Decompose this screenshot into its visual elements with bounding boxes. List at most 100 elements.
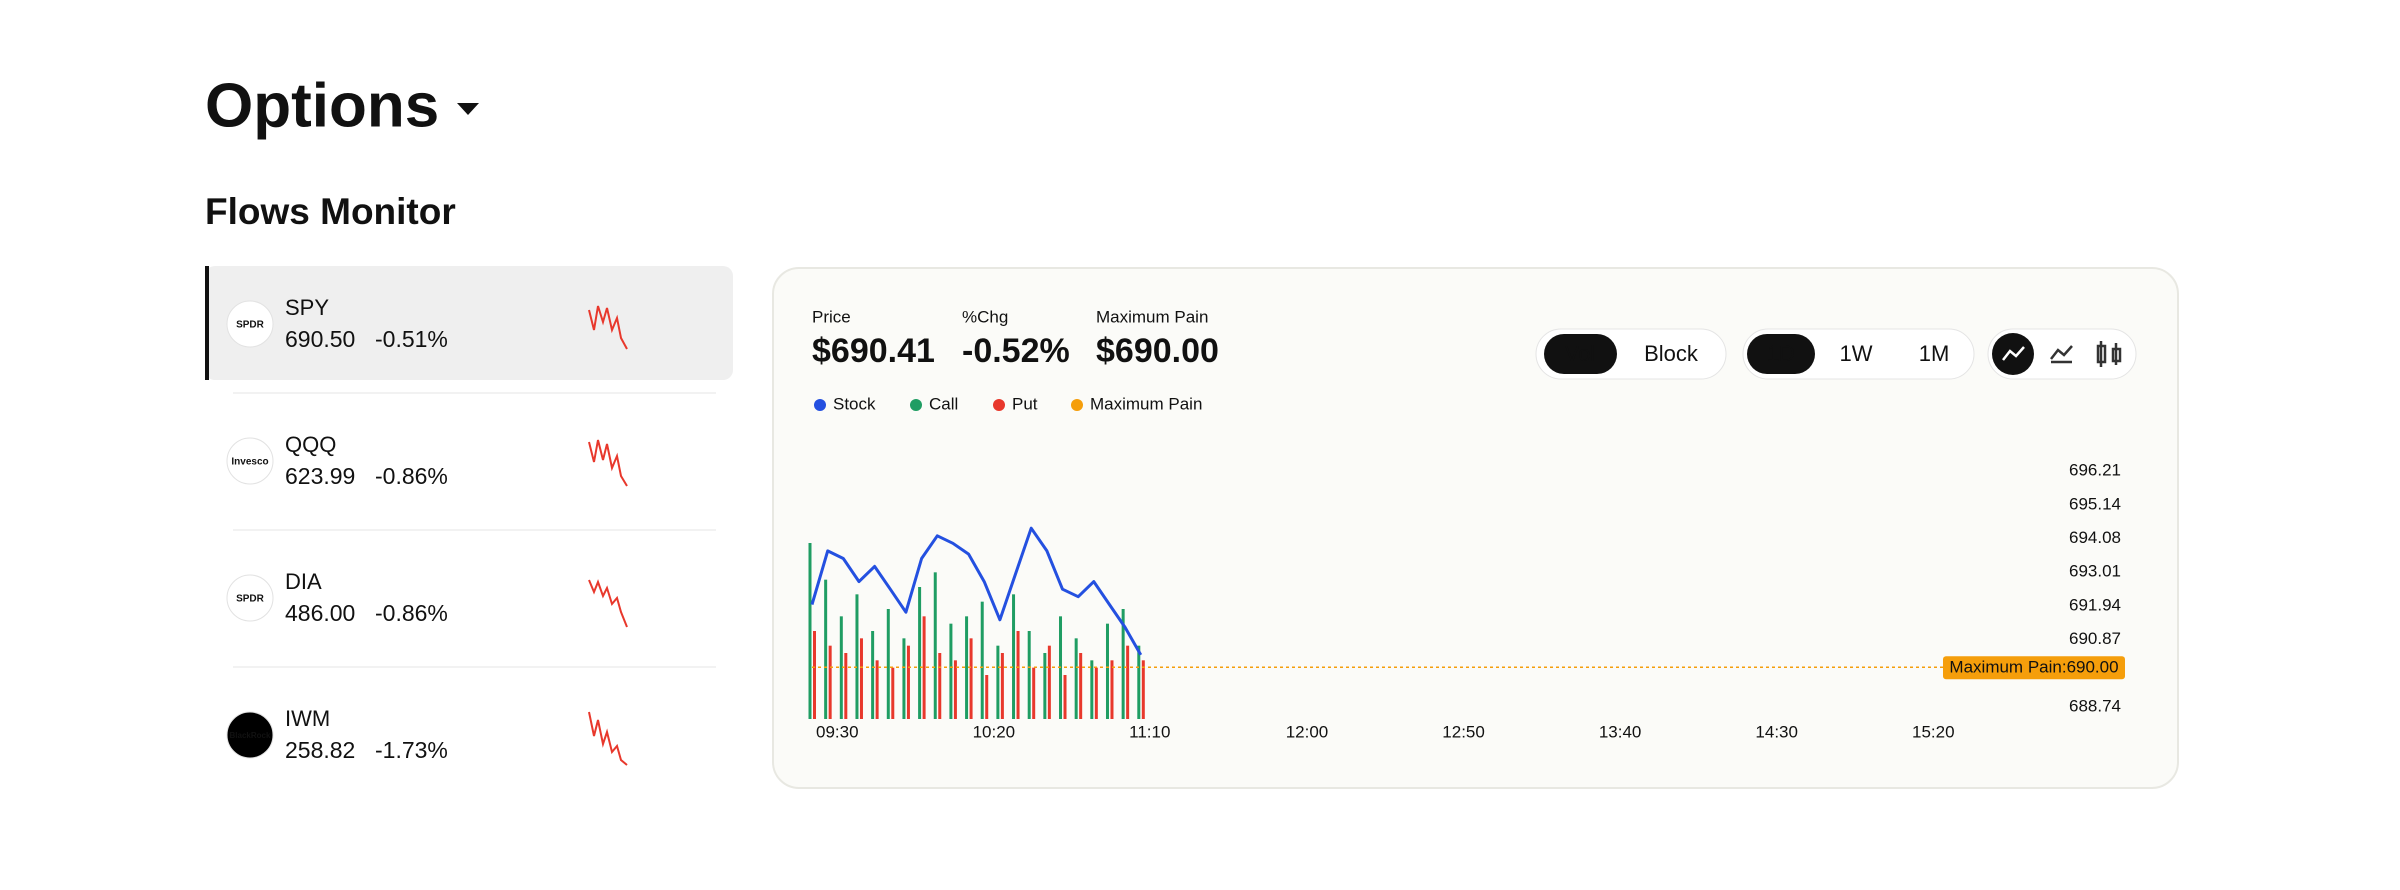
call-bar [933, 572, 937, 719]
ticker-logo-text: SPDR [236, 320, 265, 331]
put-bar [859, 638, 863, 719]
call-bar [839, 616, 843, 719]
call-bar [1137, 645, 1141, 719]
call-bar [871, 631, 875, 719]
page-title: Options [205, 71, 439, 140]
stock-line [810, 526, 1143, 656]
ticker-logo-text: BlackRock [230, 731, 271, 740]
put-bar [985, 675, 989, 719]
summary-value: $690.00 [1096, 332, 1219, 370]
legend-label[interactable]: Call [929, 394, 958, 413]
ticker-price: 690.50 [285, 326, 355, 352]
summary-label: Price [812, 307, 851, 326]
call-bar [1090, 660, 1094, 719]
call-bar [965, 616, 969, 719]
ticker-change: -0.86% [375, 600, 448, 626]
put-bar [891, 667, 895, 719]
call-bar [1043, 653, 1047, 719]
range-button[interactable]: 1D [1767, 341, 1795, 366]
x-tick-label: 10:20 [973, 722, 1016, 741]
ticker-logo [226, 574, 274, 622]
ticker-sparkline [588, 305, 628, 350]
legend-label[interactable]: Stock [833, 394, 876, 413]
put-bar [1032, 667, 1036, 719]
y-tick-label: 695.14 [2069, 494, 2121, 513]
legend-marker [993, 399, 1005, 411]
section-title: Flows Monitor [205, 191, 456, 232]
x-tick-label: 12:50 [1442, 722, 1485, 741]
x-tick-label: 15:20 [1912, 722, 1955, 741]
max-pain-label: Maximum Pain:690.00 [1949, 658, 2118, 677]
put-bar [1047, 645, 1051, 719]
put-bar [1000, 653, 1004, 719]
ticker-logo [226, 437, 274, 485]
ticker-symbol: QQQ [285, 432, 336, 457]
put-bar [1063, 675, 1067, 719]
call-bar [996, 645, 1000, 719]
put-bar [1126, 645, 1130, 719]
ticker-sparkline [588, 439, 628, 487]
line-icon [2002, 346, 2025, 361]
ticker-price: 623.99 [285, 463, 355, 489]
ticker-change: -0.51% [375, 326, 448, 352]
put-bar [813, 631, 816, 719]
candle-icon[interactable] [2096, 341, 2122, 367]
put-bar [922, 616, 926, 719]
ticker-symbol: SPY [285, 295, 329, 320]
ticker-active-bg [205, 266, 733, 380]
mode-button[interactable]: Vol [1565, 341, 1596, 366]
ticker-row[interactable] [205, 403, 733, 517]
put-bar [875, 660, 879, 719]
put-bar [953, 660, 957, 719]
summary-value: -0.52% [962, 332, 1070, 370]
call-bar [1105, 623, 1109, 719]
legend-label[interactable]: Maximum Pain [1090, 394, 1202, 413]
ticker-row[interactable] [205, 677, 733, 791]
legend-label[interactable]: Put [1012, 394, 1038, 413]
put-bar [969, 638, 973, 719]
x-tick-label: 13:40 [1599, 722, 1642, 741]
call-bar [886, 609, 890, 719]
y-tick-label: 691.94 [2069, 595, 2121, 614]
put-bar [1110, 660, 1114, 719]
ticker-symbol: IWM [285, 706, 330, 731]
ticker-logo-text: SPDR [236, 594, 265, 605]
call-bar [918, 587, 922, 719]
range-button[interactable]: 1M [1919, 341, 1950, 366]
ticker-logo [226, 711, 274, 759]
call-bar [824, 579, 828, 719]
call-bar [980, 601, 984, 719]
put-bar [1141, 660, 1145, 719]
call-bar [949, 623, 953, 719]
legend-marker [1071, 399, 1083, 411]
area-icon[interactable] [2050, 345, 2073, 364]
range-button[interactable]: 1W [1840, 341, 1873, 366]
legend-marker [814, 399, 826, 411]
max-pain-tag [1943, 656, 2125, 680]
x-tick-label: 14:30 [1755, 722, 1798, 741]
ticker-symbol: DIA [285, 569, 322, 594]
summary-label: %Chg [962, 307, 1008, 326]
y-tick-label: 688.74 [2069, 696, 2121, 715]
call-bar [808, 543, 812, 719]
put-bar [1016, 631, 1020, 719]
call-bar [902, 638, 906, 719]
put-bar [828, 645, 832, 719]
mode-active [1544, 334, 1617, 374]
ticker-price: 486.00 [285, 600, 355, 626]
call-bar [1027, 631, 1031, 719]
ticker-active-bar [205, 266, 209, 380]
put-bar [844, 653, 848, 719]
x-tick-label: 09:30 [816, 722, 859, 741]
call-bar [1074, 638, 1078, 719]
legend-marker [910, 399, 922, 411]
put-bar [938, 653, 942, 719]
title-caret[interactable] [457, 103, 479, 115]
range-active [1747, 334, 1815, 374]
y-tick-label: 694.08 [2069, 528, 2121, 547]
call-bar [855, 594, 859, 719]
ticker-row[interactable] [205, 540, 733, 654]
mode-button[interactable]: Block [1644, 341, 1699, 366]
ticker-price: 258.82 [285, 737, 355, 763]
